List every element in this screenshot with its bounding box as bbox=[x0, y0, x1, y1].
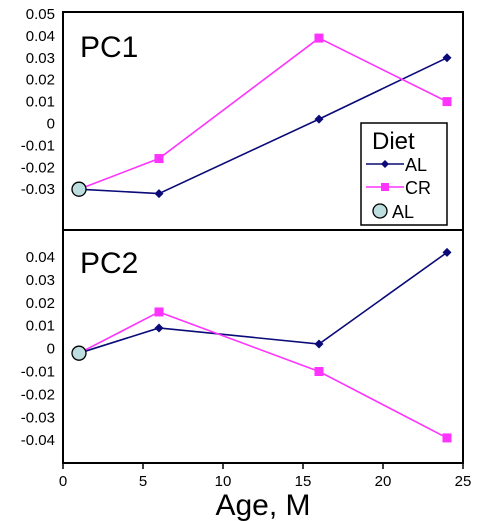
data-point-cr bbox=[442, 97, 452, 107]
start-point-circle bbox=[71, 345, 87, 361]
y-tick-label: 0.03 bbox=[26, 272, 55, 289]
panel-title-pc2: PC2 bbox=[80, 247, 138, 280]
legend-label: AL bbox=[392, 202, 414, 222]
legend-marker-square bbox=[381, 183, 389, 191]
y-tick-label: 0.02 bbox=[26, 295, 55, 312]
y-tick-label: 0.02 bbox=[26, 72, 55, 89]
series-line-al-pc2 bbox=[78, 251, 448, 354]
y-tick-label: -0.02 bbox=[21, 159, 55, 176]
panel-title-pc1: PC1 bbox=[80, 31, 138, 64]
y-tick-label: 0.04 bbox=[26, 28, 55, 45]
series-line-cr-pc1 bbox=[78, 37, 448, 190]
data-point-al bbox=[314, 339, 324, 349]
x-tick-label: 25 bbox=[455, 473, 472, 490]
data-point-al bbox=[154, 323, 164, 333]
plot-frame bbox=[62, 11, 464, 464]
y-tick-label: 0.01 bbox=[26, 318, 55, 335]
series-line-al-pc1 bbox=[78, 57, 448, 195]
series-line-cr-pc2 bbox=[78, 311, 448, 439]
y-tick-label: 0.03 bbox=[26, 50, 55, 67]
data-point-cr bbox=[442, 433, 452, 443]
y-tick-label: 0.04 bbox=[26, 249, 55, 266]
data-point-al bbox=[314, 114, 324, 124]
y-tick-label: 0 bbox=[47, 341, 55, 358]
y-tick-label: -0.04 bbox=[21, 432, 55, 449]
x-tick-label: 0 bbox=[59, 473, 67, 490]
legend-label: CR bbox=[405, 178, 431, 198]
data-point-al bbox=[442, 247, 452, 257]
x-tick-label: 15 bbox=[295, 473, 312, 490]
data-point-cr bbox=[314, 33, 324, 43]
data-point-cr bbox=[154, 307, 164, 317]
data-point-cr bbox=[154, 154, 164, 164]
x-axis-label: Age, M bbox=[215, 489, 310, 521]
start-point-circle bbox=[71, 181, 87, 197]
legend-marker-diamond bbox=[381, 160, 389, 168]
y-tick-label: 0.05 bbox=[26, 6, 55, 23]
y-tick-label: -0.03 bbox=[21, 181, 55, 198]
x-tick-label: 5 bbox=[139, 473, 147, 490]
y-tick-label: -0.01 bbox=[21, 137, 55, 154]
data-point-al bbox=[154, 189, 164, 199]
y-tick-label: 0 bbox=[47, 116, 55, 133]
data-point-cr bbox=[314, 367, 324, 376]
x-tick-label: 20 bbox=[375, 473, 392, 490]
x-tick-label: 10 bbox=[215, 473, 232, 490]
data-point-al bbox=[442, 53, 452, 63]
y-tick-label: -0.03 bbox=[21, 409, 55, 426]
y-tick-label: -0.01 bbox=[21, 364, 55, 381]
y-tick-label: 0.01 bbox=[26, 94, 55, 111]
legend-marker-circle bbox=[372, 203, 388, 219]
legend-title: Diet bbox=[372, 128, 415, 155]
y-tick-label: -0.02 bbox=[21, 386, 55, 403]
legend-label: AL bbox=[405, 155, 427, 175]
